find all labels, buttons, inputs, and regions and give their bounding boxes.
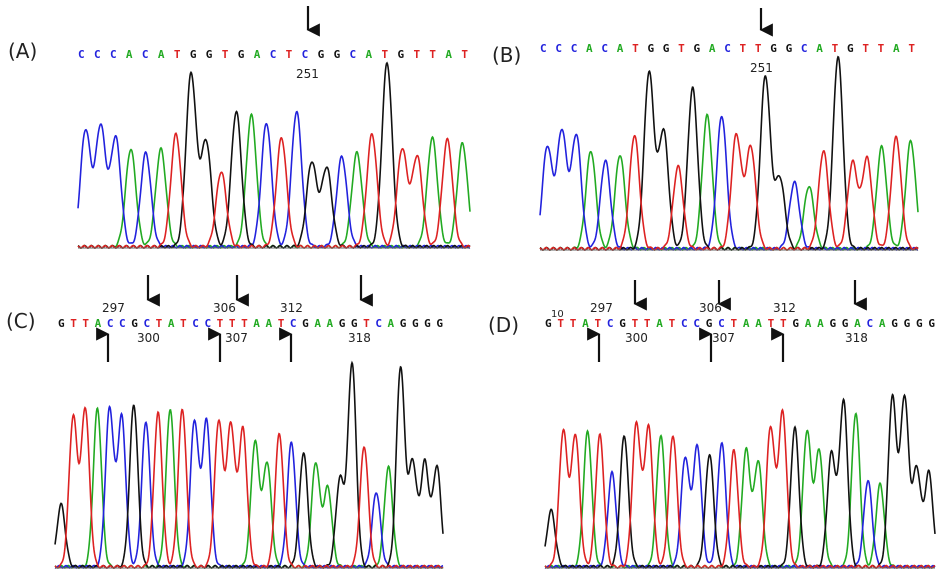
panel-c-chromatogram — [54, 360, 444, 569]
panel-b-label: (B) — [492, 43, 521, 67]
panel-c-position-306: 306 — [213, 301, 236, 315]
panel-b-chromatogram — [539, 55, 919, 251]
panel-d-position-312: 312 — [773, 301, 796, 315]
panel-d-label-10: 10 — [551, 309, 564, 320]
panel-b-position-251: 251 — [750, 61, 773, 75]
panel-d-position-297: 297 — [590, 301, 613, 315]
panel-d-position-318: 318 — [845, 331, 868, 345]
trace-T — [544, 408, 936, 569]
panel-c-position-297: 297 — [102, 301, 125, 315]
trace-T — [539, 132, 919, 251]
panel-c-position-307: 307 — [225, 331, 248, 345]
panel-c-position-312: 312 — [280, 301, 303, 315]
trace-G — [54, 360, 444, 569]
panel-c-position-318: 318 — [348, 331, 371, 345]
panel-c-label: (C) — [6, 309, 36, 333]
panel-a-position-251: 251 — [296, 67, 319, 81]
trace-G — [539, 55, 919, 251]
panel-d-chromatogram — [544, 393, 936, 569]
panel-d-label: (D) — [488, 313, 519, 337]
panel-d-position-306: 306 — [699, 301, 722, 315]
trace-C — [54, 404, 444, 569]
panel-a-chromatogram — [77, 61, 471, 249]
panel-d-position-300: 300 — [625, 331, 648, 345]
panel-d-position-307: 307 — [712, 331, 735, 345]
panel-c-position-300: 300 — [137, 331, 160, 345]
panel-a-label: (A) — [8, 39, 37, 63]
